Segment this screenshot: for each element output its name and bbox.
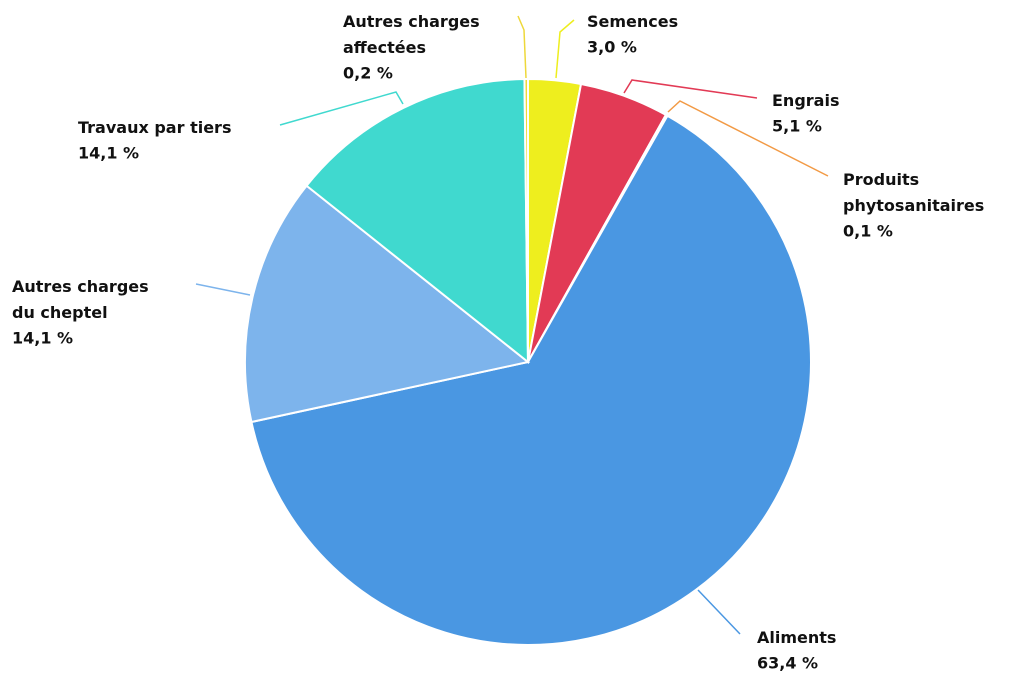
slice-value: 0,2 % <box>343 64 393 83</box>
leader-line <box>667 100 829 177</box>
leader-line <box>555 19 575 79</box>
slice-value: 5,1 % <box>772 117 822 136</box>
pie-slice <box>305 78 530 365</box>
slice-value: 14,1 % <box>12 329 73 348</box>
pie-slice <box>244 184 531 424</box>
leader-line <box>279 91 404 126</box>
slice-value: 63,4 % <box>757 654 818 673</box>
slice-label: Engrais <box>772 91 839 110</box>
pie-slice <box>523 77 529 363</box>
slice-label: Autres charges affectées <box>343 12 480 57</box>
slice-value: 3,0 % <box>587 38 637 57</box>
leader-line <box>697 589 741 635</box>
slice-label: Travaux par tiers <box>78 118 231 137</box>
leader-line <box>623 79 758 99</box>
slice-value: 14,1 % <box>78 144 139 163</box>
slice-label: Autres charges du cheptel <box>12 277 149 322</box>
slice-label: Semences <box>587 12 678 31</box>
leader-line <box>195 283 251 296</box>
pie-slice <box>250 114 812 646</box>
leader-line <box>517 15 527 79</box>
slice-label: Produits phytosanitaires <box>843 170 984 215</box>
slice-label: Aliments <box>757 628 836 647</box>
slice-value: 0,1 % <box>843 222 893 241</box>
